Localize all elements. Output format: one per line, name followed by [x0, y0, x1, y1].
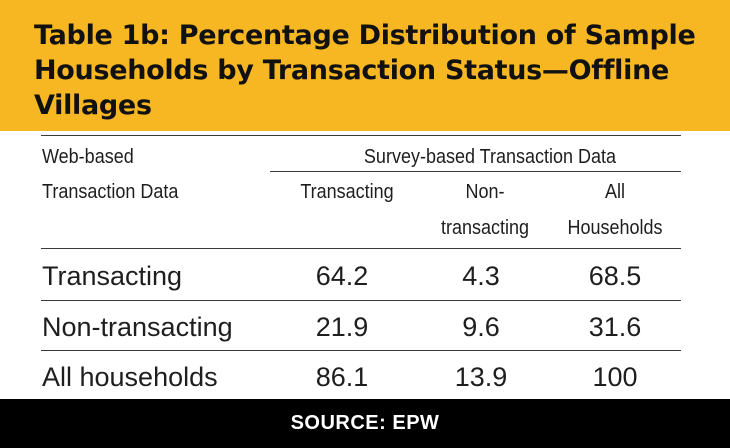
cell-transacting-all: 68.5	[588, 261, 642, 291]
row-label-non-transacting: Non-transacting	[42, 312, 233, 342]
row-header-label-line2: Transaction Data	[42, 181, 179, 203]
cell-transacting-non-transacting: 4.3	[462, 261, 500, 291]
header-bottom-rule	[41, 248, 681, 249]
column-header-transacting: Transacting	[300, 181, 394, 203]
data-table: Web-based Transaction Data Survey-based …	[0, 131, 730, 399]
footer-band: SOURCE: EPW	[0, 399, 730, 448]
row-label-all-households: All households	[42, 362, 218, 392]
row-divider-1	[41, 300, 681, 301]
cell-transacting-transacting: 64.2	[315, 261, 369, 291]
column-header-non-transacting-line2: transacting	[440, 217, 530, 239]
row-header-label-line1: Web-based	[42, 146, 134, 168]
cell-non-transacting-transacting: 21.9	[315, 312, 369, 342]
table-top-rule	[41, 135, 681, 136]
title-band: Table 1b: Percentage Distribution of Sam…	[0, 0, 730, 131]
cell-non-transacting-all: 31.6	[588, 312, 642, 342]
row-label-transacting: Transacting	[42, 261, 183, 291]
cell-all-households-non-transacting: 13.9	[454, 362, 508, 392]
cell-all-households-transacting: 86.1	[315, 362, 369, 392]
cell-all-households-all: 100	[592, 362, 638, 392]
column-header-all-line1: All	[604, 181, 625, 203]
cell-non-transacting-non-transacting: 9.6	[462, 312, 500, 342]
row-divider-2	[41, 350, 681, 351]
column-header-all-line2: Households	[567, 217, 663, 239]
group-header-underline	[270, 171, 681, 172]
source-credit: SOURCE: EPW	[290, 412, 440, 434]
column-header-non-transacting-line1: Non-	[465, 181, 505, 203]
group-header: Survey-based Transaction Data	[363, 146, 617, 168]
table-title: Table 1b: Percentage Distribution of Sam…	[34, 20, 696, 121]
